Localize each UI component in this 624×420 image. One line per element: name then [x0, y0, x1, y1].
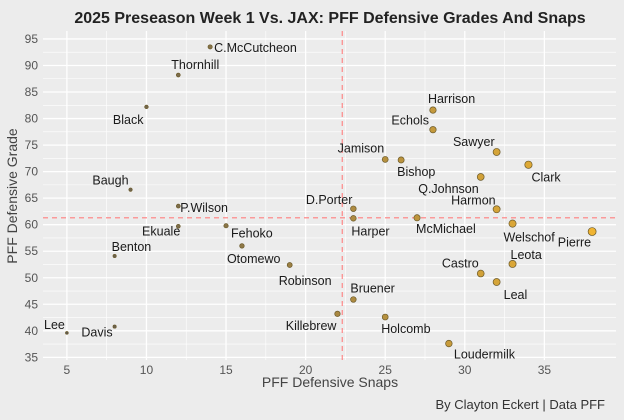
- x-tick-label: 20: [299, 363, 313, 377]
- data-labels: C.McCutcheonThornhillBlackBaughP.WilsonE…: [44, 41, 591, 362]
- data-point: [112, 254, 117, 258]
- data-point: [239, 243, 245, 249]
- point-label: Ekuale: [142, 224, 180, 238]
- data-point: [223, 223, 229, 229]
- y-tick-label: 75: [25, 138, 39, 152]
- reference-lines: [43, 31, 616, 360]
- data-point: [413, 214, 421, 222]
- x-axis-label: PFF Defensive Snaps: [262, 374, 398, 390]
- point-label: Thornhill: [171, 58, 219, 72]
- point-label: Pierre: [558, 236, 591, 250]
- x-tick-label: 25: [379, 363, 393, 377]
- data-point: [492, 148, 501, 156]
- y-tick-label: 35: [25, 350, 39, 364]
- point-label: Lee: [44, 318, 65, 332]
- data-point: [112, 324, 117, 329]
- data-point: [397, 156, 405, 164]
- point-label: Davis: [81, 326, 112, 340]
- data-point: [175, 223, 181, 229]
- y-tick-label: 85: [25, 85, 39, 99]
- point-label: Q.Johnson: [418, 182, 479, 196]
- point-label: Killebrew: [286, 319, 338, 333]
- y-tick-label: 45: [25, 297, 39, 311]
- x-tick-label: 30: [458, 363, 472, 377]
- point-label: Leota: [511, 248, 542, 262]
- data-point: [350, 215, 357, 222]
- chart-title: 2025 Preseason Week 1 Vs. JAX: PFF Defen…: [74, 10, 585, 27]
- y-tick-label: 60: [25, 218, 39, 232]
- point-label: Fehoko: [231, 227, 273, 241]
- point-label: Harmon: [451, 193, 496, 207]
- x-tick-label: 15: [219, 363, 233, 377]
- data-point: [381, 156, 389, 163]
- point-label: C.McCutcheon: [214, 41, 297, 55]
- y-tick-label: 50: [25, 271, 39, 285]
- data-point: [175, 72, 181, 78]
- data-point: [508, 259, 517, 268]
- data-point: [524, 160, 533, 169]
- x-tick-label: 10: [140, 363, 154, 377]
- point-label: Black: [113, 113, 144, 127]
- point-label: Bishop: [397, 165, 435, 179]
- data-points: [65, 44, 597, 348]
- point-label: Harper: [351, 224, 389, 238]
- point-label: Holcomb: [381, 322, 430, 336]
- point-label: Jamison: [338, 141, 385, 155]
- data-point: [508, 219, 517, 228]
- data-point: [381, 313, 389, 321]
- point-label: P.Wilson: [180, 201, 228, 215]
- chart-caption: By Clayton Eckert | Data PFF: [435, 397, 605, 412]
- data-point: [175, 203, 181, 209]
- point-label: Clark: [531, 171, 561, 185]
- tick-labels: 5 10 15 20 25 30 35 35 40 45 50 55 60 65 70 75 80 85 90 95: [25, 32, 552, 377]
- y-tick-label: 40: [25, 324, 39, 338]
- grid: [43, 31, 616, 360]
- point-label: Baugh: [92, 174, 128, 188]
- y-axis-label: PFF Defensive Grade: [4, 128, 20, 264]
- data-point: [144, 104, 149, 110]
- y-tick-label: 90: [25, 58, 39, 72]
- y-tick-label: 80: [25, 112, 39, 126]
- point-label: Otomewo: [227, 252, 281, 266]
- data-point: [476, 173, 485, 181]
- y-tick-label: 55: [25, 244, 39, 258]
- data-point: [492, 278, 501, 286]
- point-label: Leal: [504, 288, 528, 302]
- point-label: Benton: [112, 240, 152, 254]
- data-point: [207, 44, 213, 50]
- x-tick-label: 5: [64, 363, 71, 377]
- data-point: [476, 269, 485, 278]
- data-point: [350, 296, 357, 303]
- x-tick-label: 35: [538, 363, 552, 377]
- data-point: [429, 106, 437, 114]
- data-point: [65, 331, 69, 335]
- point-label: McMichael: [416, 222, 476, 236]
- point-label: Bruener: [350, 282, 394, 296]
- y-tick-label: 70: [25, 165, 39, 179]
- point-label: Echols: [391, 114, 429, 128]
- data-point: [445, 339, 453, 348]
- y-tick-label: 95: [25, 32, 39, 46]
- data-point: [334, 310, 341, 317]
- point-label: D.Porter: [306, 193, 353, 207]
- data-point: [587, 227, 597, 236]
- data-point: [429, 126, 437, 134]
- data-point: [350, 205, 357, 212]
- point-label: Robinson: [279, 274, 332, 288]
- point-label: Welschof: [504, 231, 556, 245]
- point-label: Castro: [442, 257, 479, 271]
- data-point: [492, 205, 501, 214]
- point-label: Loudermilk: [454, 348, 516, 362]
- y-tick-label: 65: [25, 191, 39, 205]
- point-label: Harrison: [428, 92, 475, 106]
- data-point: [286, 262, 293, 268]
- data-point: [128, 187, 133, 192]
- point-label: Sawyer: [453, 135, 495, 149]
